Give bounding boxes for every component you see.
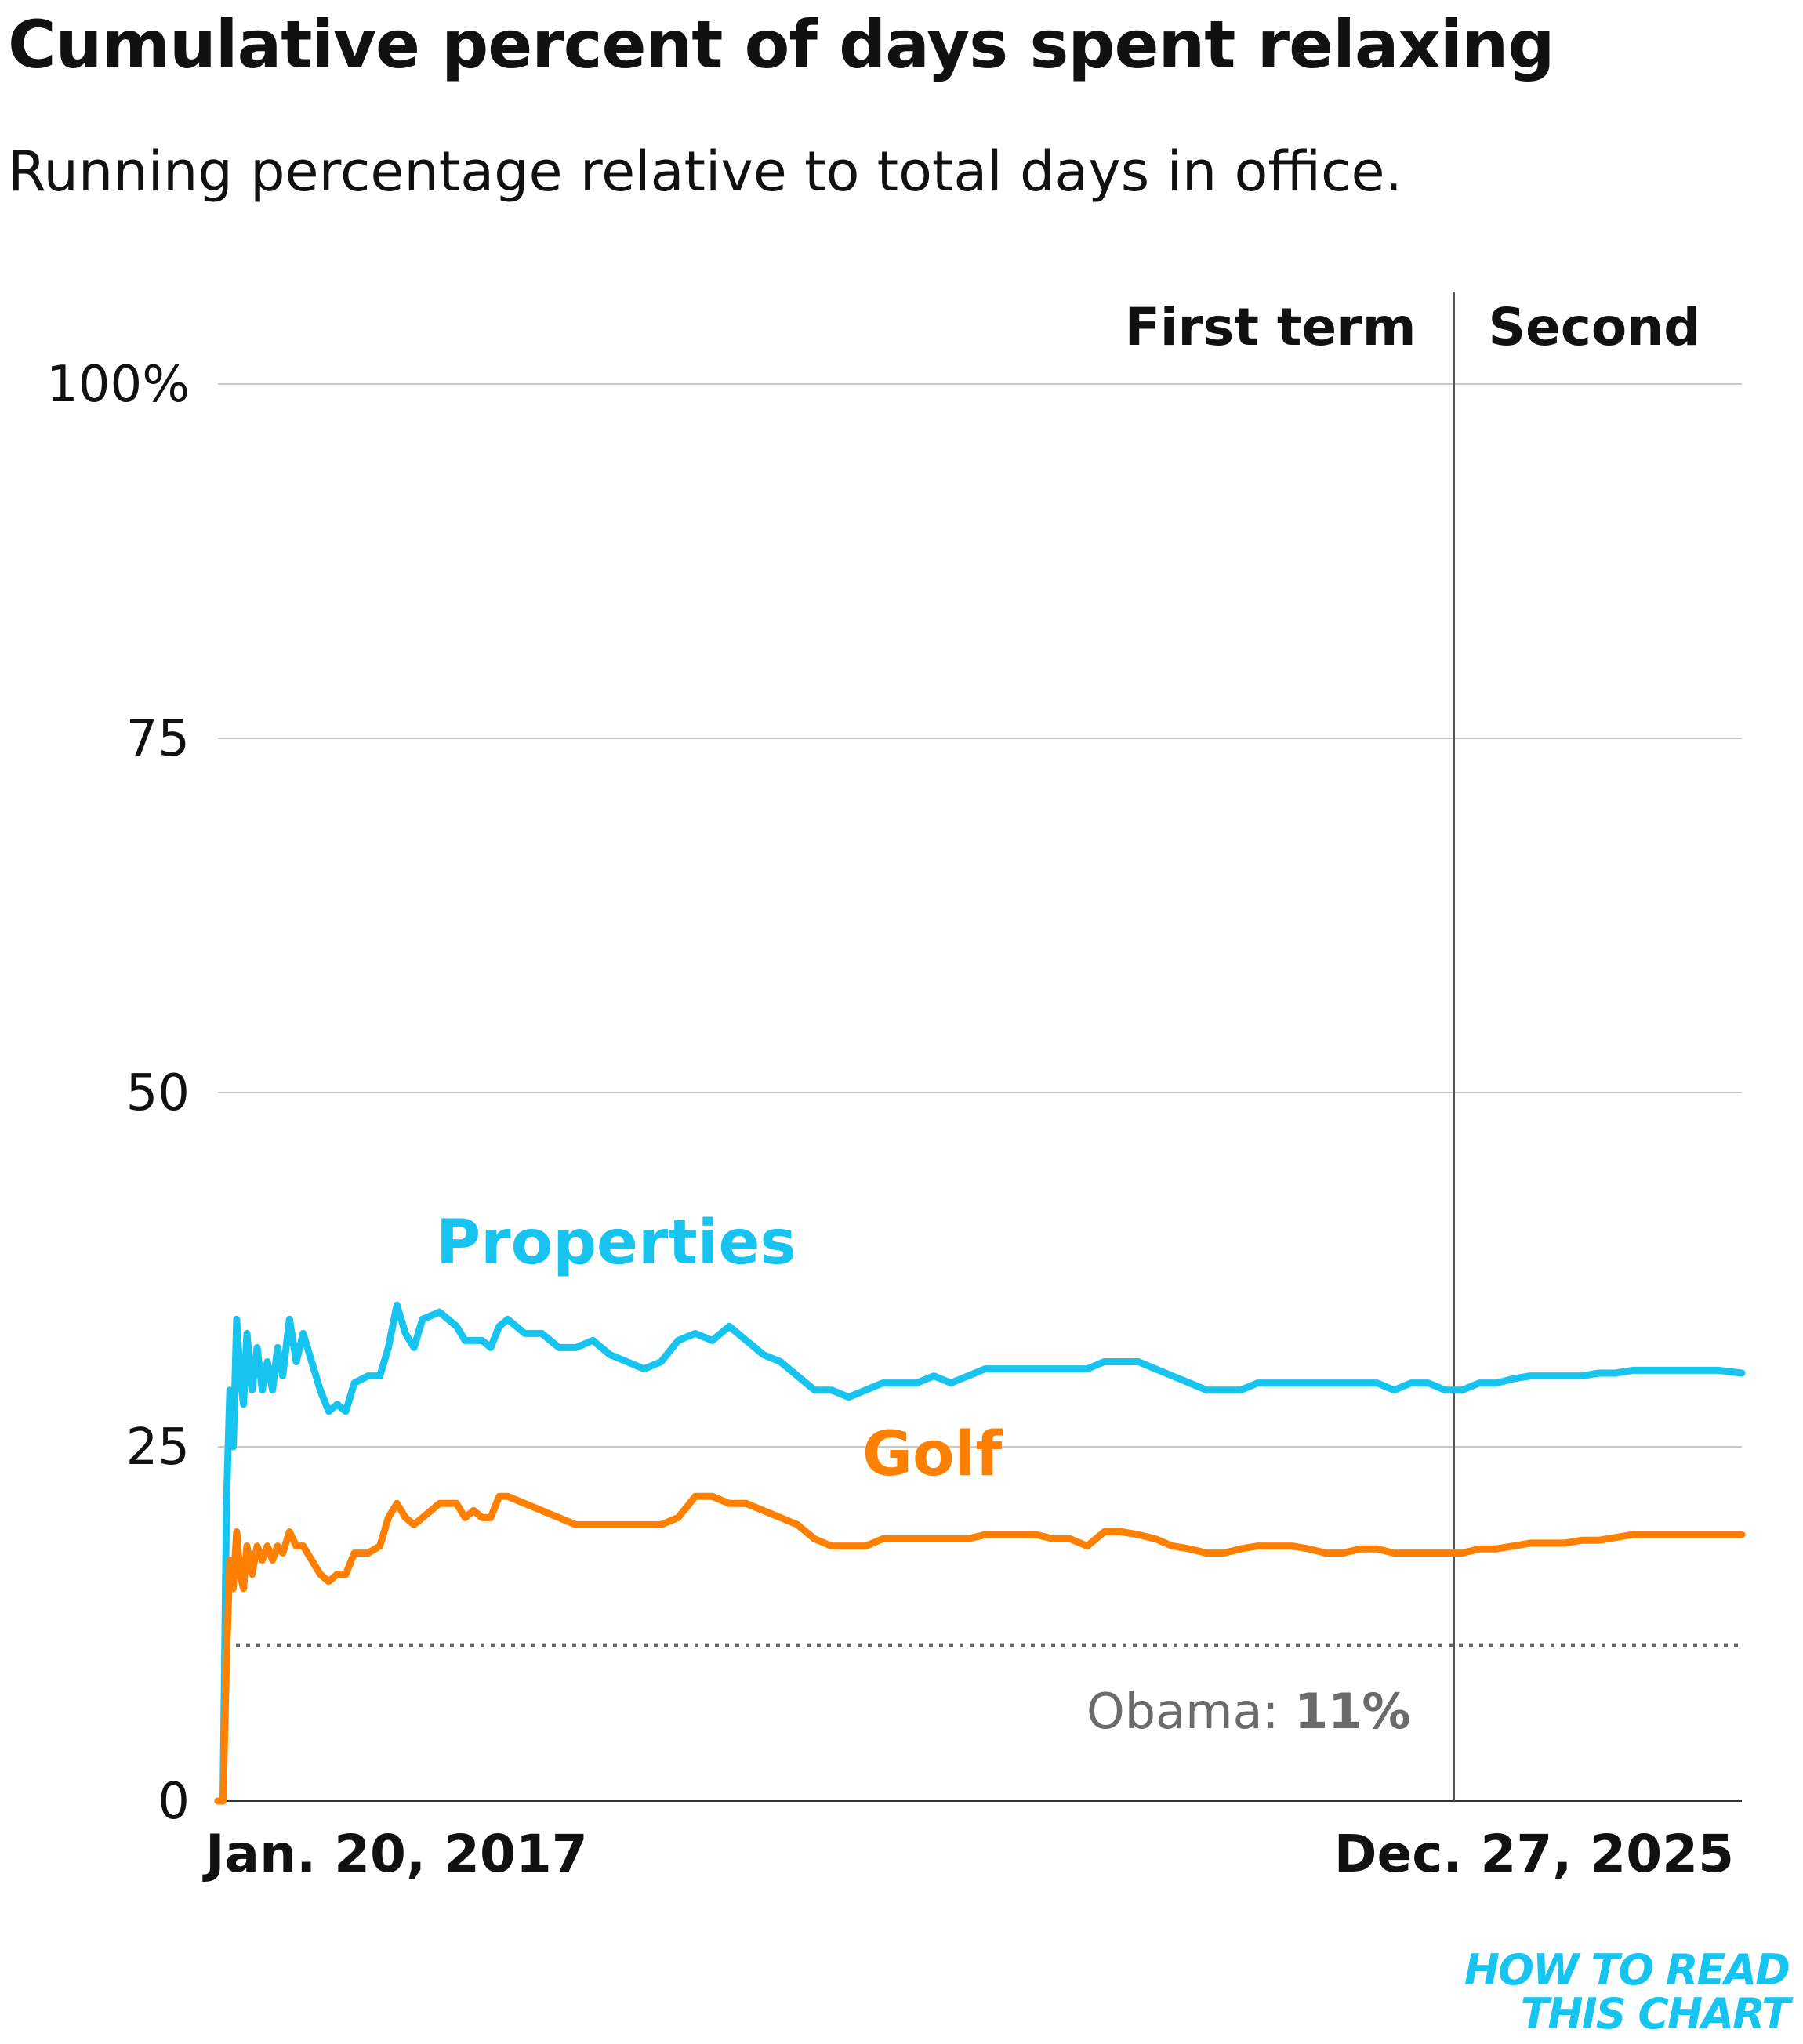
- x-end-date-label: Dec. 27, 2025: [1334, 1824, 1734, 1884]
- second-term-label: Second: [1489, 297, 1701, 357]
- obama-label-prefix: Obama:: [1087, 1683, 1294, 1740]
- y-axis-ticks: 0 25 50 75 100%: [46, 356, 190, 1831]
- obama-reference-label: Obama: 11%: [1087, 1683, 1411, 1740]
- y-tick-label-25: 25: [126, 1419, 190, 1477]
- series-label-properties: Properties: [436, 1208, 796, 1278]
- brand-logo: HOW TO READ THIS CHART: [1464, 1945, 1790, 2039]
- y-tick-label-75: 75: [126, 710, 190, 768]
- series-line-golf: [214, 1492, 1746, 1805]
- x-start-date-label: Jan. 20, 2017: [202, 1824, 588, 1884]
- logo-line-2: THIS CHART: [1520, 1989, 1790, 2039]
- y-tick-label-100: 100%: [46, 356, 190, 414]
- chart-title: Cumulative percent of days spent relaxin…: [8, 6, 1554, 83]
- series-line-properties: [214, 1301, 1746, 1805]
- y-tick-label-0: 0: [158, 1773, 190, 1831]
- logo-line-1: HOW TO READ: [1464, 1945, 1790, 1995]
- series-lines: [214, 1301, 1746, 1805]
- obama-label-value: 11%: [1294, 1683, 1410, 1740]
- first-term-label: First term: [1125, 297, 1417, 357]
- gridlines: [218, 383, 1742, 1448]
- chart-subtitle: Running percentage relative to total day…: [8, 140, 1402, 204]
- y-tick-label-50: 50: [126, 1064, 190, 1122]
- series-label-golf: Golf: [862, 1419, 1003, 1490]
